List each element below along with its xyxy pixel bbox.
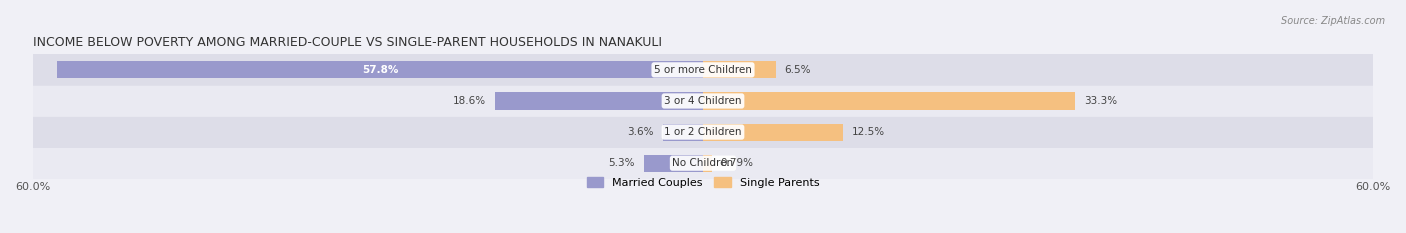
FancyBboxPatch shape xyxy=(32,85,1374,117)
FancyBboxPatch shape xyxy=(32,116,1374,148)
FancyBboxPatch shape xyxy=(32,147,1374,179)
Text: 33.3%: 33.3% xyxy=(1084,96,1118,106)
Text: 12.5%: 12.5% xyxy=(852,127,884,137)
Text: 6.5%: 6.5% xyxy=(785,65,811,75)
Bar xyxy=(703,155,711,172)
Legend: Married Couples, Single Parents: Married Couples, Single Parents xyxy=(586,177,820,188)
FancyBboxPatch shape xyxy=(32,54,1374,86)
Bar xyxy=(58,61,703,79)
Text: 5 or more Children: 5 or more Children xyxy=(654,65,752,75)
Text: No Children: No Children xyxy=(672,158,734,168)
Bar xyxy=(703,123,842,141)
Bar xyxy=(703,61,776,79)
Text: Source: ZipAtlas.com: Source: ZipAtlas.com xyxy=(1281,16,1385,26)
Text: 0.79%: 0.79% xyxy=(721,158,754,168)
Bar xyxy=(495,93,703,110)
Bar xyxy=(703,93,1076,110)
Text: 3.6%: 3.6% xyxy=(627,127,654,137)
Text: 18.6%: 18.6% xyxy=(453,96,486,106)
Text: INCOME BELOW POVERTY AMONG MARRIED-COUPLE VS SINGLE-PARENT HOUSEHOLDS IN NANAKUL: INCOME BELOW POVERTY AMONG MARRIED-COUPL… xyxy=(32,36,662,49)
Bar xyxy=(644,155,703,172)
Text: 5.3%: 5.3% xyxy=(609,158,636,168)
Text: 1 or 2 Children: 1 or 2 Children xyxy=(664,127,742,137)
Text: 3 or 4 Children: 3 or 4 Children xyxy=(664,96,742,106)
Text: 57.8%: 57.8% xyxy=(361,65,398,75)
Bar xyxy=(662,123,703,141)
